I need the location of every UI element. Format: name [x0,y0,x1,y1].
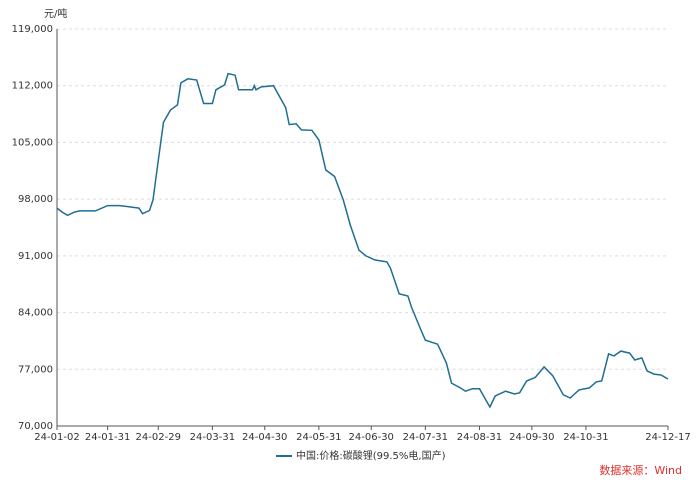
y-tick-label: 98,000 [18,194,53,205]
x-tick-label: 24-01-02 [34,432,79,443]
y-tick-label: 70,000 [18,421,53,432]
x-tick-label: 24-09-30 [509,432,554,443]
x-tick-label: 24-12-17 [645,432,690,443]
x-tick-label: 24-08-31 [457,432,502,443]
y-unit: 元/吨 [44,7,67,20]
y-tick-label: 119,000 [12,24,53,35]
x-tick-label: 24-04-30 [242,432,287,443]
legend-label: 中国:价格:碳酸锂(99.5%电,国产) [296,449,446,462]
x-tick-label: 24-01-31 [85,432,130,443]
y-tick-label: 84,000 [18,308,53,319]
x-tick-label: 24-02-29 [136,432,181,443]
data-line [56,72,669,409]
y-tick-label: 105,000 [12,137,53,148]
x-tick-label: 24-05-31 [296,432,341,443]
y-tick-label: 112,000 [12,81,53,92]
source-note: 数据来源：Wind [599,463,682,477]
x-tick-label: 24-03-31 [190,432,235,443]
x-tick-label: 24-06-30 [349,432,394,443]
y-tick-label: 91,000 [18,251,53,262]
y-tick-label: 77,000 [18,364,53,375]
x-tick-label: 24-10-31 [563,432,608,443]
x-tick-label: 24-07-31 [403,432,448,443]
